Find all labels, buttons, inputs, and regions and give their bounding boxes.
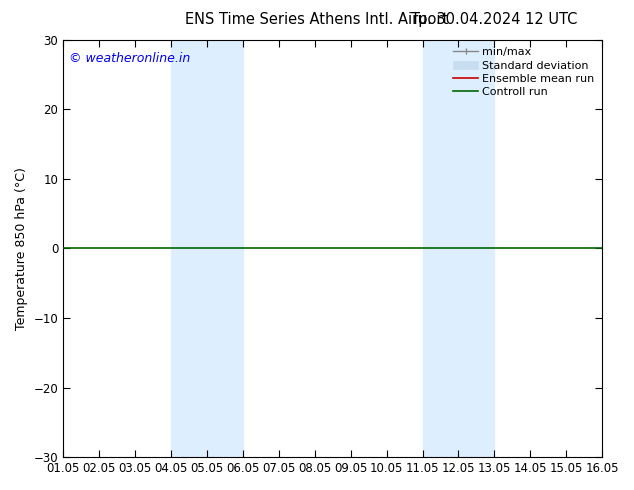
Bar xyxy=(171,40,207,457)
Bar xyxy=(458,40,495,457)
Bar xyxy=(207,40,243,457)
Text: ENS Time Series Athens Intl. Airport: ENS Time Series Athens Intl. Airport xyxy=(185,12,449,27)
Y-axis label: Temperature 850 hPa (°C): Temperature 850 hPa (°C) xyxy=(15,167,28,330)
Legend: min/max, Standard deviation, Ensemble mean run, Controll run: min/max, Standard deviation, Ensemble me… xyxy=(451,45,597,99)
Bar xyxy=(422,40,458,457)
Text: Tu. 30.04.2024 12 UTC: Tu. 30.04.2024 12 UTC xyxy=(411,12,578,27)
Text: © weatheronline.in: © weatheronline.in xyxy=(68,52,190,65)
